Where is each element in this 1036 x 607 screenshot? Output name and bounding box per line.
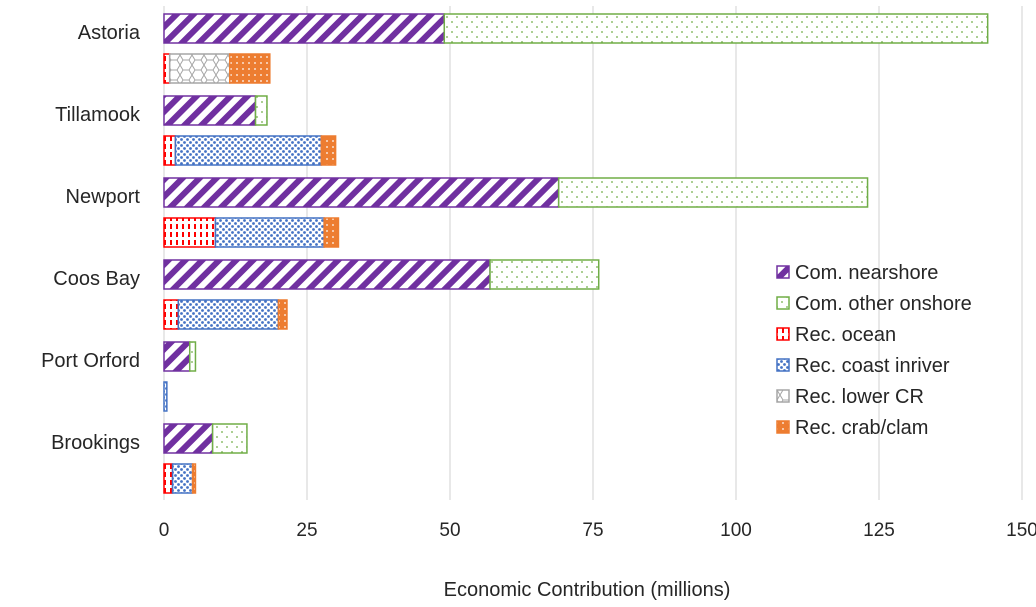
x-tick-label: 25 [296,520,317,541]
bar-com_other [188,341,197,372]
legend-label: Rec. lower CR [795,386,924,408]
legend-label: Rec. ocean [795,324,896,346]
category-labels: Astoria Tillamook Newport Coos Bay Port Orfo… [41,22,141,454]
bar-rec_crab [323,217,340,248]
bar-rec_ocean [163,463,174,494]
bar-com_other [557,177,869,208]
category-label: Brookings [51,432,140,454]
legend-swatch-com_other [776,296,790,310]
legend-label: Rec. crab/clam [795,417,928,439]
bar-com_other [443,13,989,44]
bar-com_other [489,259,600,290]
x-axis-title: Economic Contribution (millions) [444,579,731,601]
bar-com_near [163,95,257,126]
bar-rec_coast [171,463,194,494]
legend-label: Com. other onshore [795,293,972,315]
legend-swatch-rec_crab [776,420,790,434]
bar-com_other [211,423,248,454]
bar-rec_crab [191,463,197,494]
bar-rec_coast [174,135,323,166]
category-label: Astoria [78,22,141,44]
legend: Com. nearshore Com. other onshore Rec. oce… [776,262,972,439]
x-axis-ticks: 0 25 50 75 100 125 150 [159,520,1036,541]
gridlines [163,6,1023,500]
bar-rec_ocean [163,299,180,330]
legend-label: Rec. coast inriver [795,355,950,377]
legend-swatch-rec_coast [776,358,790,372]
legend-swatch-rec_lower [776,389,790,403]
bar-rec_ocean [163,135,177,166]
legend-swatch-rec_ocean [776,327,790,341]
bar-rec_coast [177,299,280,330]
bar-com_near [163,177,560,208]
x-tick-label: 125 [863,520,895,541]
bar-com_near [163,259,491,290]
bar-rec_ocean [163,53,171,84]
x-tick-label: 150 [1006,520,1036,541]
legend-swatch-com_near [776,265,790,279]
category-label: Tillamook [55,104,141,126]
bar-rec_coast [163,381,168,412]
category-label: Port Orford [41,350,140,372]
bar-rec_crab [320,135,337,166]
bar-rec_crab [277,299,288,330]
x-tick-label: 75 [582,520,603,541]
category-label: Newport [66,186,141,208]
x-tick-label: 0 [159,520,170,541]
bar-rec_coast [214,217,325,248]
legend-label: Com. nearshore [795,262,938,284]
bar-com_near [163,341,191,372]
bar-com_near [163,13,446,44]
category-label: Coos Bay [53,268,140,290]
bar-rec_lower [168,53,231,84]
bar-rec_ocean [163,217,217,248]
x-tick-label: 100 [720,520,752,541]
bars [163,13,989,494]
x-tick-label: 50 [439,520,460,541]
bar-com_other [254,95,268,126]
bar-com_near [163,423,214,454]
bar-rec_crab [229,53,271,84]
